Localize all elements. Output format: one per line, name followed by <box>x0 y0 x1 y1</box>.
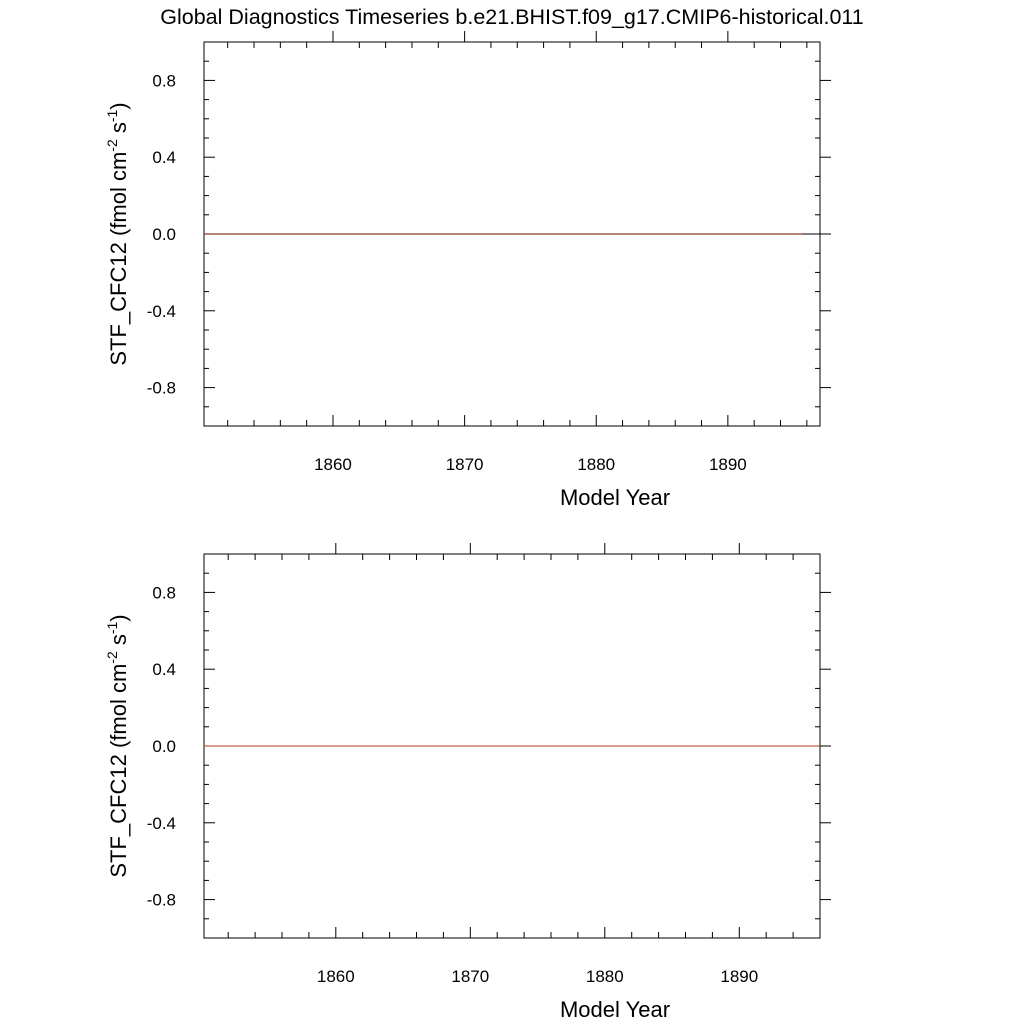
y-axis-label: STF_CFC12 (fmol cm-2 s-1) <box>104 614 131 877</box>
y-axis-label-part: -1 <box>104 109 120 122</box>
y-tick-label: -0.8 <box>147 379 176 398</box>
x-tick-label: 1880 <box>577 455 615 474</box>
y-tick-label: 0.8 <box>152 583 176 602</box>
y-axis-label-part: STF_CFC12 (fmol cm <box>106 152 131 366</box>
x-tick-label: 1880 <box>586 967 624 986</box>
y-axis-label-part: -1 <box>104 621 120 634</box>
y-tick-label: 0.0 <box>152 225 176 244</box>
x-tick-label: 1860 <box>317 967 355 986</box>
x-tick-label: 1860 <box>314 455 352 474</box>
y-axis-label-part: ) <box>106 102 131 109</box>
y-axis-label-part: s <box>106 122 131 139</box>
y-axis-label-part: ) <box>106 614 131 621</box>
x-tick-label: 1870 <box>446 455 484 474</box>
y-axis-label: STF_CFC12 (fmol cm-2 s-1) <box>104 102 131 365</box>
x-axis-label: Model Year <box>560 997 670 1022</box>
x-axis-label: Model Year <box>560 485 670 510</box>
y-axis-label-part: -2 <box>104 651 120 664</box>
y-tick-label: -0.8 <box>147 891 176 910</box>
x-tick-label: 1890 <box>720 967 758 986</box>
y-tick-label: 0.0 <box>152 737 176 756</box>
y-axis-label-part: STF_CFC12 (fmol cm <box>106 664 131 878</box>
y-tick-label: 0.4 <box>152 660 176 679</box>
y-tick-label: -0.4 <box>147 814 176 833</box>
y-axis-label-part: -2 <box>104 139 120 152</box>
y-tick-label: 0.4 <box>152 148 176 167</box>
x-tick-label: 1890 <box>709 455 747 474</box>
figure-title: Global Diagnostics Timeseries b.e21.BHIS… <box>160 5 863 29</box>
y-tick-label: -0.4 <box>147 302 176 321</box>
y-tick-label: 0.8 <box>152 71 176 90</box>
y-axis-label-part: s <box>106 634 131 651</box>
x-tick-label: 1870 <box>451 967 489 986</box>
